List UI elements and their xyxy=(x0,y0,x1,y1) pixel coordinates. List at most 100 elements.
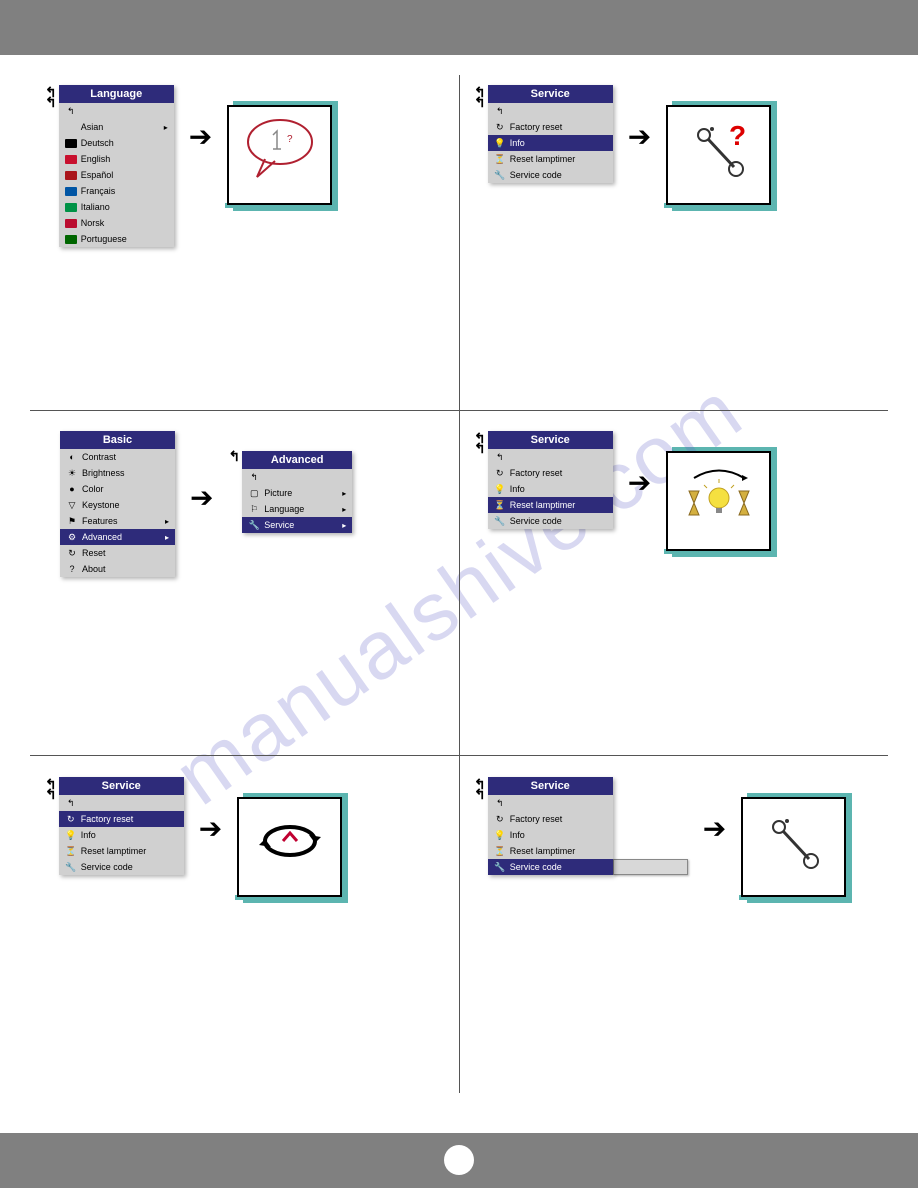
item-icon: ↻ xyxy=(65,813,77,825)
menu-item[interactable]: ↰ xyxy=(242,469,352,485)
item-label: Français xyxy=(81,186,116,196)
item-label: Norsk xyxy=(81,218,105,228)
menu-item[interactable]: ⚑Features▸ xyxy=(60,513,175,529)
back-icon: ↰ xyxy=(248,471,260,483)
menu-item[interactable]: 🔧Service code xyxy=(488,859,613,875)
item-icon: 🔧 xyxy=(494,861,506,873)
factory-result-box xyxy=(237,797,342,897)
submenu-arrow-icon: ▸ xyxy=(165,517,169,526)
content-grid: ↰↰ Language ↰Asian▸DeutschEnglishEspañol… xyxy=(30,75,888,1113)
code-result-box xyxy=(741,797,846,897)
item-label: Portuguese xyxy=(81,234,127,244)
menu-item[interactable]: ↰ xyxy=(59,795,184,811)
menu-item[interactable]: 🔧Service code xyxy=(488,167,613,183)
cell-service-factory: ↰↰ Service ↰↻Factory reset💡Info⏳Reset la… xyxy=(30,767,459,1113)
menu-item[interactable]: 🔧Service▸ xyxy=(242,517,352,533)
arrow-icon: ➔ xyxy=(190,481,213,514)
page-number-circle xyxy=(444,1145,474,1175)
service-lamp-menu: Service ↰↻Factory reset💡Info⏳Reset lampt… xyxy=(488,431,613,529)
bottom-bar xyxy=(0,1133,918,1188)
menu-item[interactable]: ↻Factory reset xyxy=(488,465,613,481)
arrow-icon: ➔ xyxy=(189,120,212,153)
menu-item[interactable]: 🔧Service code xyxy=(488,513,613,529)
menu-item[interactable]: Español xyxy=(59,167,174,183)
svg-text:?: ? xyxy=(729,120,746,151)
menu-item[interactable]: ◐Contrast xyxy=(60,449,175,465)
flag-icon xyxy=(65,187,77,196)
menu-item[interactable]: Asian▸ xyxy=(59,119,174,135)
item-icon: ▽ xyxy=(66,499,78,511)
basic-menu: Basic ◐Contrast☀Brightness●Color▽Keyston… xyxy=(60,431,175,577)
menu-item[interactable]: ↻Factory reset xyxy=(488,811,613,827)
item-icon: ⚙ xyxy=(66,531,78,543)
item-label: Service code xyxy=(81,862,133,872)
arrow-icon: ➔ xyxy=(628,466,651,499)
menu-item[interactable]: ↰ xyxy=(488,449,613,465)
menu-title: Basic xyxy=(60,431,175,449)
reset-loop-icon xyxy=(245,799,335,884)
menu-item[interactable]: English xyxy=(59,151,174,167)
submenu-arrow-icon: ▸ xyxy=(165,533,169,542)
menu-item[interactable]: Norsk xyxy=(59,215,174,231)
item-label: Service xyxy=(264,520,294,530)
item-label: About xyxy=(82,564,106,574)
menu-item[interactable]: ↻Factory reset xyxy=(488,119,613,135)
menu-item[interactable]: 💡Info xyxy=(59,827,184,843)
submenu-arrow-icon: ▸ xyxy=(342,505,346,514)
item-label: Factory reset xyxy=(81,814,134,824)
item-icon: ● xyxy=(66,483,78,495)
item-icon: ⏳ xyxy=(65,845,77,857)
menu-item[interactable]: ⚙Advanced▸ xyxy=(60,529,175,545)
menu-item[interactable]: ↰ xyxy=(488,795,613,811)
item-label: Language xyxy=(264,504,304,514)
item-label: Reset lamptimer xyxy=(81,846,147,856)
menu-item[interactable]: 💡Info xyxy=(488,135,613,151)
menu-item[interactable]: Deutsch xyxy=(59,135,174,151)
menu-item[interactable]: ?About xyxy=(60,561,175,577)
item-label: Deutsch xyxy=(81,138,114,148)
item-icon: 💡 xyxy=(494,483,506,495)
menu-item[interactable]: ▽Keystone xyxy=(60,497,175,513)
menu-item[interactable]: ⏳Reset lamptimer xyxy=(488,151,613,167)
item-icon: ↻ xyxy=(66,547,78,559)
menu-item[interactable]: Portuguese xyxy=(59,231,174,247)
svg-text:?: ? xyxy=(287,134,293,145)
menu-item[interactable]: ↻Reset xyxy=(60,545,175,561)
menu-item[interactable]: Italiano xyxy=(59,199,174,215)
menu-item[interactable]: ⏳Reset lamptimer xyxy=(488,843,613,859)
item-label: Info xyxy=(510,138,525,148)
menu-item[interactable]: Français xyxy=(59,183,174,199)
item-label: Reset lamptimer xyxy=(510,846,576,856)
flag-icon xyxy=(65,203,77,212)
menu-item[interactable]: ↰ xyxy=(59,103,174,119)
menu-item[interactable]: 💡Info xyxy=(488,827,613,843)
item-icon: 🔧 xyxy=(65,861,77,873)
item-label: Contrast xyxy=(82,452,116,462)
menu-item[interactable]: 💡Info xyxy=(488,481,613,497)
item-label: Picture xyxy=(264,488,292,498)
arrow-icon: ➔ xyxy=(703,812,726,845)
menu-item[interactable]: ⏳Reset lamptimer xyxy=(488,497,613,513)
menu-item[interactable]: ↻ Factory reset xyxy=(59,811,184,827)
back-arrows-icon: ↰↰ xyxy=(45,87,57,107)
menu-item[interactable]: ☀Brightness xyxy=(60,465,175,481)
menu-item[interactable]: ⚐Language▸ xyxy=(242,501,352,517)
back-icon: ↰ xyxy=(494,105,506,117)
code-input-box[interactable] xyxy=(613,859,688,875)
item-icon: 🔧 xyxy=(494,515,506,527)
back-arrows-icon: ↰↰ xyxy=(474,779,486,799)
flag-icon xyxy=(65,219,77,228)
wrench-question-icon: ? xyxy=(674,107,764,192)
menu-item[interactable]: 🔧 Service code xyxy=(59,859,184,875)
item-label: Service code xyxy=(510,170,562,180)
submenu-arrow-icon: ▸ xyxy=(342,521,346,530)
service-factory-menu: Service ↰↻Factory reset💡Info⏳Reset lampt… xyxy=(59,777,184,875)
menu-item[interactable]: ●Color xyxy=(60,481,175,497)
menu-item[interactable]: ▢Picture▸ xyxy=(242,485,352,501)
back-arrows-icon: ↰↰ xyxy=(474,87,486,107)
flag-icon xyxy=(65,171,77,180)
menu-item[interactable]: ↰ xyxy=(488,103,613,119)
item-label: Reset lamptimer xyxy=(510,154,576,164)
menu-item[interactable]: ⏳ Reset lamptimer xyxy=(59,843,184,859)
item-label: Español xyxy=(81,170,114,180)
